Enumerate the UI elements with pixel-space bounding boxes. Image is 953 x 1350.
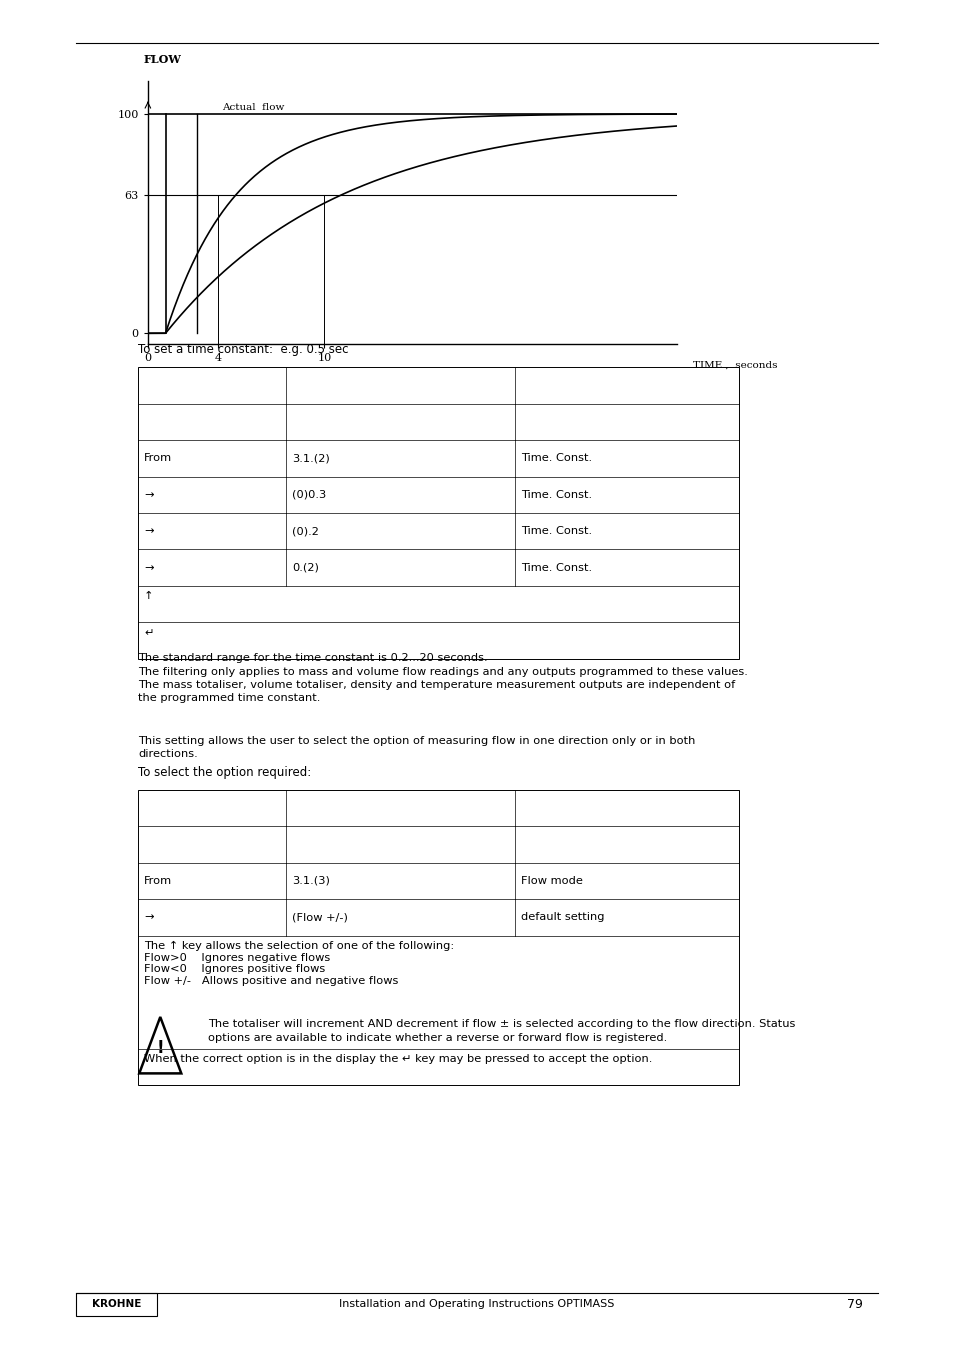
- Text: ↵: ↵: [144, 628, 153, 637]
- Text: From: From: [144, 876, 172, 886]
- Text: 0.(2): 0.(2): [292, 563, 318, 572]
- Text: →: →: [144, 490, 153, 500]
- Text: (Flow +/-): (Flow +/-): [292, 913, 348, 922]
- Text: The standard range for the time constant is 0.2...20 seconds.
The filtering only: The standard range for the time constant…: [138, 653, 747, 703]
- Text: Time. Const.: Time. Const.: [520, 454, 592, 463]
- Text: Reading = 100 (1 $-$ $e^{-t/T}$): Reading = 100 (1 $-$ $e^{-t/T}$): [395, 209, 547, 230]
- Bar: [76, 1293, 157, 1315]
- Text: The ↑ key allows the selection of one of the following:
Flow>0    Ignores negati: The ↑ key allows the selection of one of…: [144, 941, 454, 986]
- Bar: [138, 367, 739, 659]
- Text: To select the option required:: To select the option required:: [138, 765, 312, 779]
- Text: 3.1.(2): 3.1.(2): [292, 454, 330, 463]
- Text: (0).2: (0).2: [292, 526, 318, 536]
- Text: This setting allows the user to select the option of measuring flow in one direc: This setting allows the user to select t…: [138, 736, 695, 759]
- Text: KROHNE: KROHNE: [92, 1299, 141, 1310]
- Text: (0)0.3: (0)0.3: [292, 490, 326, 500]
- Text: Flow mode: Flow mode: [520, 876, 582, 886]
- Text: Time. Const.: Time. Const.: [520, 563, 592, 572]
- Text: →: →: [144, 563, 153, 572]
- Text: To set a time constant:  e.g. 0.5 sec: To set a time constant: e.g. 0.5 sec: [138, 343, 349, 356]
- Bar: [138, 790, 739, 1085]
- Text: Installation and Operating Instructions OPTIMASS: Installation and Operating Instructions …: [339, 1299, 614, 1310]
- Text: Reading  Time  Const. = 10.0s: Reading Time Const. = 10.0s: [406, 192, 554, 201]
- Text: →: →: [144, 913, 153, 922]
- Text: From: From: [144, 454, 172, 463]
- Text: Reading  Time  Const. = 4.0s: Reading Time Const. = 4.0s: [406, 144, 548, 155]
- Text: default setting: default setting: [520, 913, 604, 922]
- Text: When the correct option is in the display the ↵ key may be pressed to accept the: When the correct option is in the displa…: [144, 1054, 652, 1064]
- Text: ↑: ↑: [144, 591, 153, 601]
- Text: →: →: [144, 526, 153, 536]
- Text: 3.1.(3): 3.1.(3): [292, 876, 330, 886]
- Text: !: !: [156, 1038, 164, 1057]
- Text: The totaliser will increment AND decrement if flow ± is selected according to th: The totaliser will increment AND decreme…: [208, 1019, 795, 1044]
- Text: Time. Const.: Time. Const.: [520, 490, 592, 500]
- Text: FLOW: FLOW: [143, 54, 181, 65]
- Text: Actual  flow: Actual flow: [222, 103, 284, 112]
- Text: TIME ,  seconds: TIME , seconds: [692, 360, 777, 370]
- Text: Time. Const.: Time. Const.: [520, 526, 592, 536]
- Text: 79: 79: [846, 1297, 862, 1311]
- Text: t  =  time in seconds
T  =  Time Constant in seconds: t = time in seconds T = Time Constant in…: [412, 261, 575, 286]
